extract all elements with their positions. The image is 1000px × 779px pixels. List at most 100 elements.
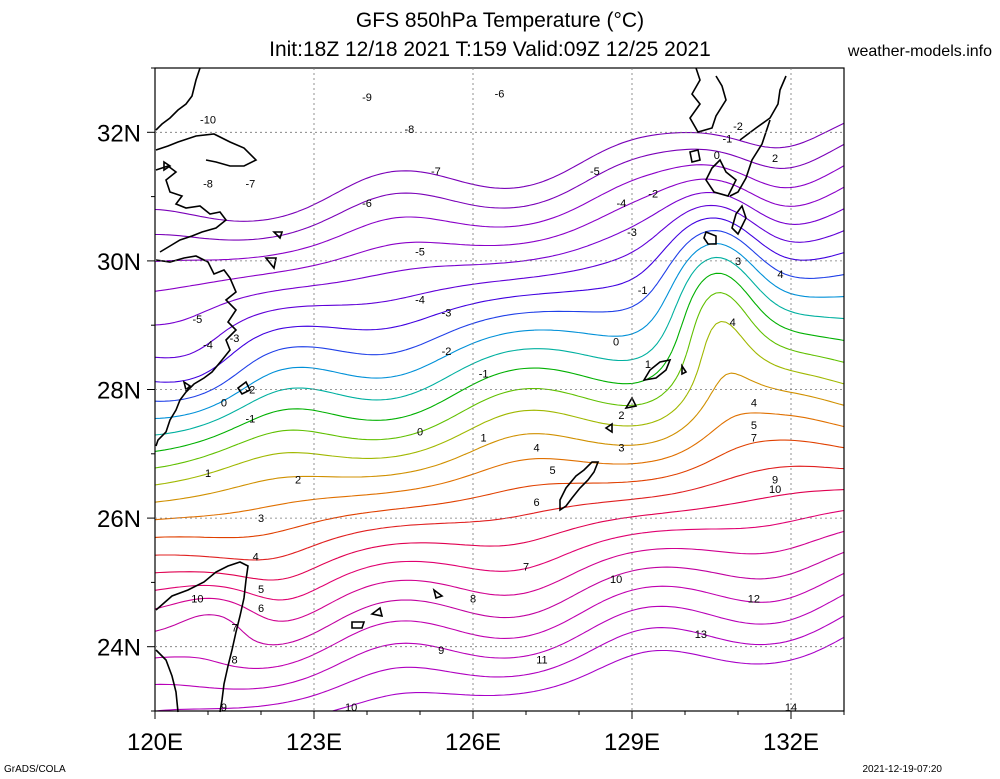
contour-label: 12	[748, 593, 760, 605]
contour-label: -5	[415, 246, 425, 258]
contour-label: 9	[438, 645, 444, 657]
contour-label: 5	[258, 584, 264, 596]
contour-label: 10	[191, 593, 203, 605]
coastline-china	[155, 67, 258, 447]
lon-label: 120E	[127, 729, 183, 756]
contour-label: 8	[470, 593, 476, 605]
contour-label: -6	[495, 89, 505, 101]
contour-label: -7	[431, 166, 441, 178]
isotherm-1	[154, 292, 845, 469]
contour-label: 14	[785, 702, 797, 714]
contour-label: 4	[253, 552, 259, 564]
contour-label: 4	[534, 442, 540, 454]
lon-label: 123E	[286, 729, 342, 756]
contour-label: 6	[258, 603, 264, 615]
contour-label: -4	[203, 339, 213, 351]
contour-label: 5	[549, 465, 555, 477]
isotherm-12	[154, 594, 845, 690]
lon-label: 132E	[763, 729, 819, 756]
contour-label: 4	[777, 269, 783, 281]
isotherm--2	[154, 242, 845, 420]
isotherm-3	[154, 372, 845, 503]
contour-label: -1	[479, 368, 489, 380]
contour-label: -1	[246, 413, 256, 425]
contour-label: 1	[645, 359, 651, 371]
contour-label: 5	[751, 420, 757, 432]
contour-label: -10	[200, 114, 216, 126]
isotherm--3	[154, 230, 845, 402]
lat-label: 28N	[97, 378, 141, 405]
contour-label: 10	[345, 702, 357, 714]
isotherm-0	[154, 272, 845, 452]
isotherm--4	[154, 217, 845, 383]
contour-label: 4	[751, 397, 757, 409]
contour-label: -2	[733, 121, 743, 133]
contour-label: 1	[481, 433, 487, 445]
axis-labels: 120E 123E 126E 129E 132E 32N 30N 28N 26N 24N	[97, 120, 819, 756]
contour-label: 8	[231, 655, 237, 667]
isotherm-5	[154, 439, 845, 539]
coastline-taiwan	[155, 561, 249, 713]
coastline-okinawa	[559, 461, 600, 512]
contour-label: -2	[246, 385, 256, 397]
isotherm-14	[332, 636, 845, 712]
contour-label: -4	[415, 294, 425, 306]
lon-label: 126E	[445, 729, 501, 756]
contour-label: -1	[723, 134, 733, 146]
coastline-amami	[604, 358, 672, 434]
isotherm-9	[154, 530, 845, 622]
lat-label: 30N	[97, 249, 141, 276]
isotherm--5	[154, 204, 845, 359]
contour-label: 2	[295, 475, 301, 487]
contour-label: 0	[221, 397, 227, 409]
isotherm-10	[154, 551, 845, 646]
footer-software: GrADS/COLA	[4, 764, 66, 775]
isotherm--8	[154, 164, 845, 263]
contour-label: -2	[442, 346, 452, 358]
coastline-kyushu	[689, 67, 787, 245]
contour-label: -5	[193, 314, 203, 326]
contour-label: 9	[221, 702, 227, 714]
lat-label: 24N	[97, 635, 141, 662]
isotherm-6	[154, 465, 845, 561]
contour-label: 1	[205, 468, 211, 480]
contour-label: 2	[618, 410, 624, 422]
footer-timestamp: 2021-12-19-07:20	[862, 764, 942, 775]
isotherm-7	[154, 489, 845, 581]
isotherm--1	[154, 256, 845, 436]
isotherm-11	[154, 572, 845, 669]
contour-label: 7	[751, 433, 757, 445]
contour-label: -9	[362, 92, 372, 104]
contour-label: 13	[695, 629, 707, 641]
contour-label: 7	[231, 622, 237, 634]
contour-label: -3	[442, 307, 452, 319]
contour-label: 4	[730, 317, 736, 329]
contour-layer	[154, 122, 845, 712]
contour-label: 10	[769, 484, 781, 496]
isotherm-4	[154, 412, 845, 521]
contour-label: -3	[627, 227, 637, 239]
isotherm--10	[154, 122, 845, 222]
contour-label: 2	[772, 153, 778, 165]
contour-label: -3	[230, 333, 240, 345]
lat-label: 26N	[97, 506, 141, 533]
coastline-layer	[155, 67, 787, 713]
isotherm--9	[155, 143, 845, 241]
contour-label: -4	[617, 198, 627, 210]
lat-label: 32N	[97, 120, 141, 147]
contour-label: 10	[610, 574, 622, 586]
contour-labels: -10-9-8-8-7-7-6-6-5-5-5-4-4-4-3-3-3-2-2-…	[191, 89, 797, 714]
contour-label: 7	[523, 561, 529, 573]
map-subtitle: Init:18Z 12/18 2021 T:159 Valid:09Z 12/2…	[269, 38, 711, 61]
contour-label: 6	[534, 497, 540, 509]
contour-label: -6	[362, 198, 372, 210]
contour-label: 3	[735, 256, 741, 268]
contour-label: -8	[203, 179, 213, 191]
contour-label: 3	[618, 442, 624, 454]
contour-label: -5	[590, 166, 600, 178]
contour-label: 0	[714, 150, 720, 162]
contour-label: 3	[258, 513, 264, 525]
contour-label: -1	[638, 285, 648, 297]
graticule	[155, 68, 844, 711]
